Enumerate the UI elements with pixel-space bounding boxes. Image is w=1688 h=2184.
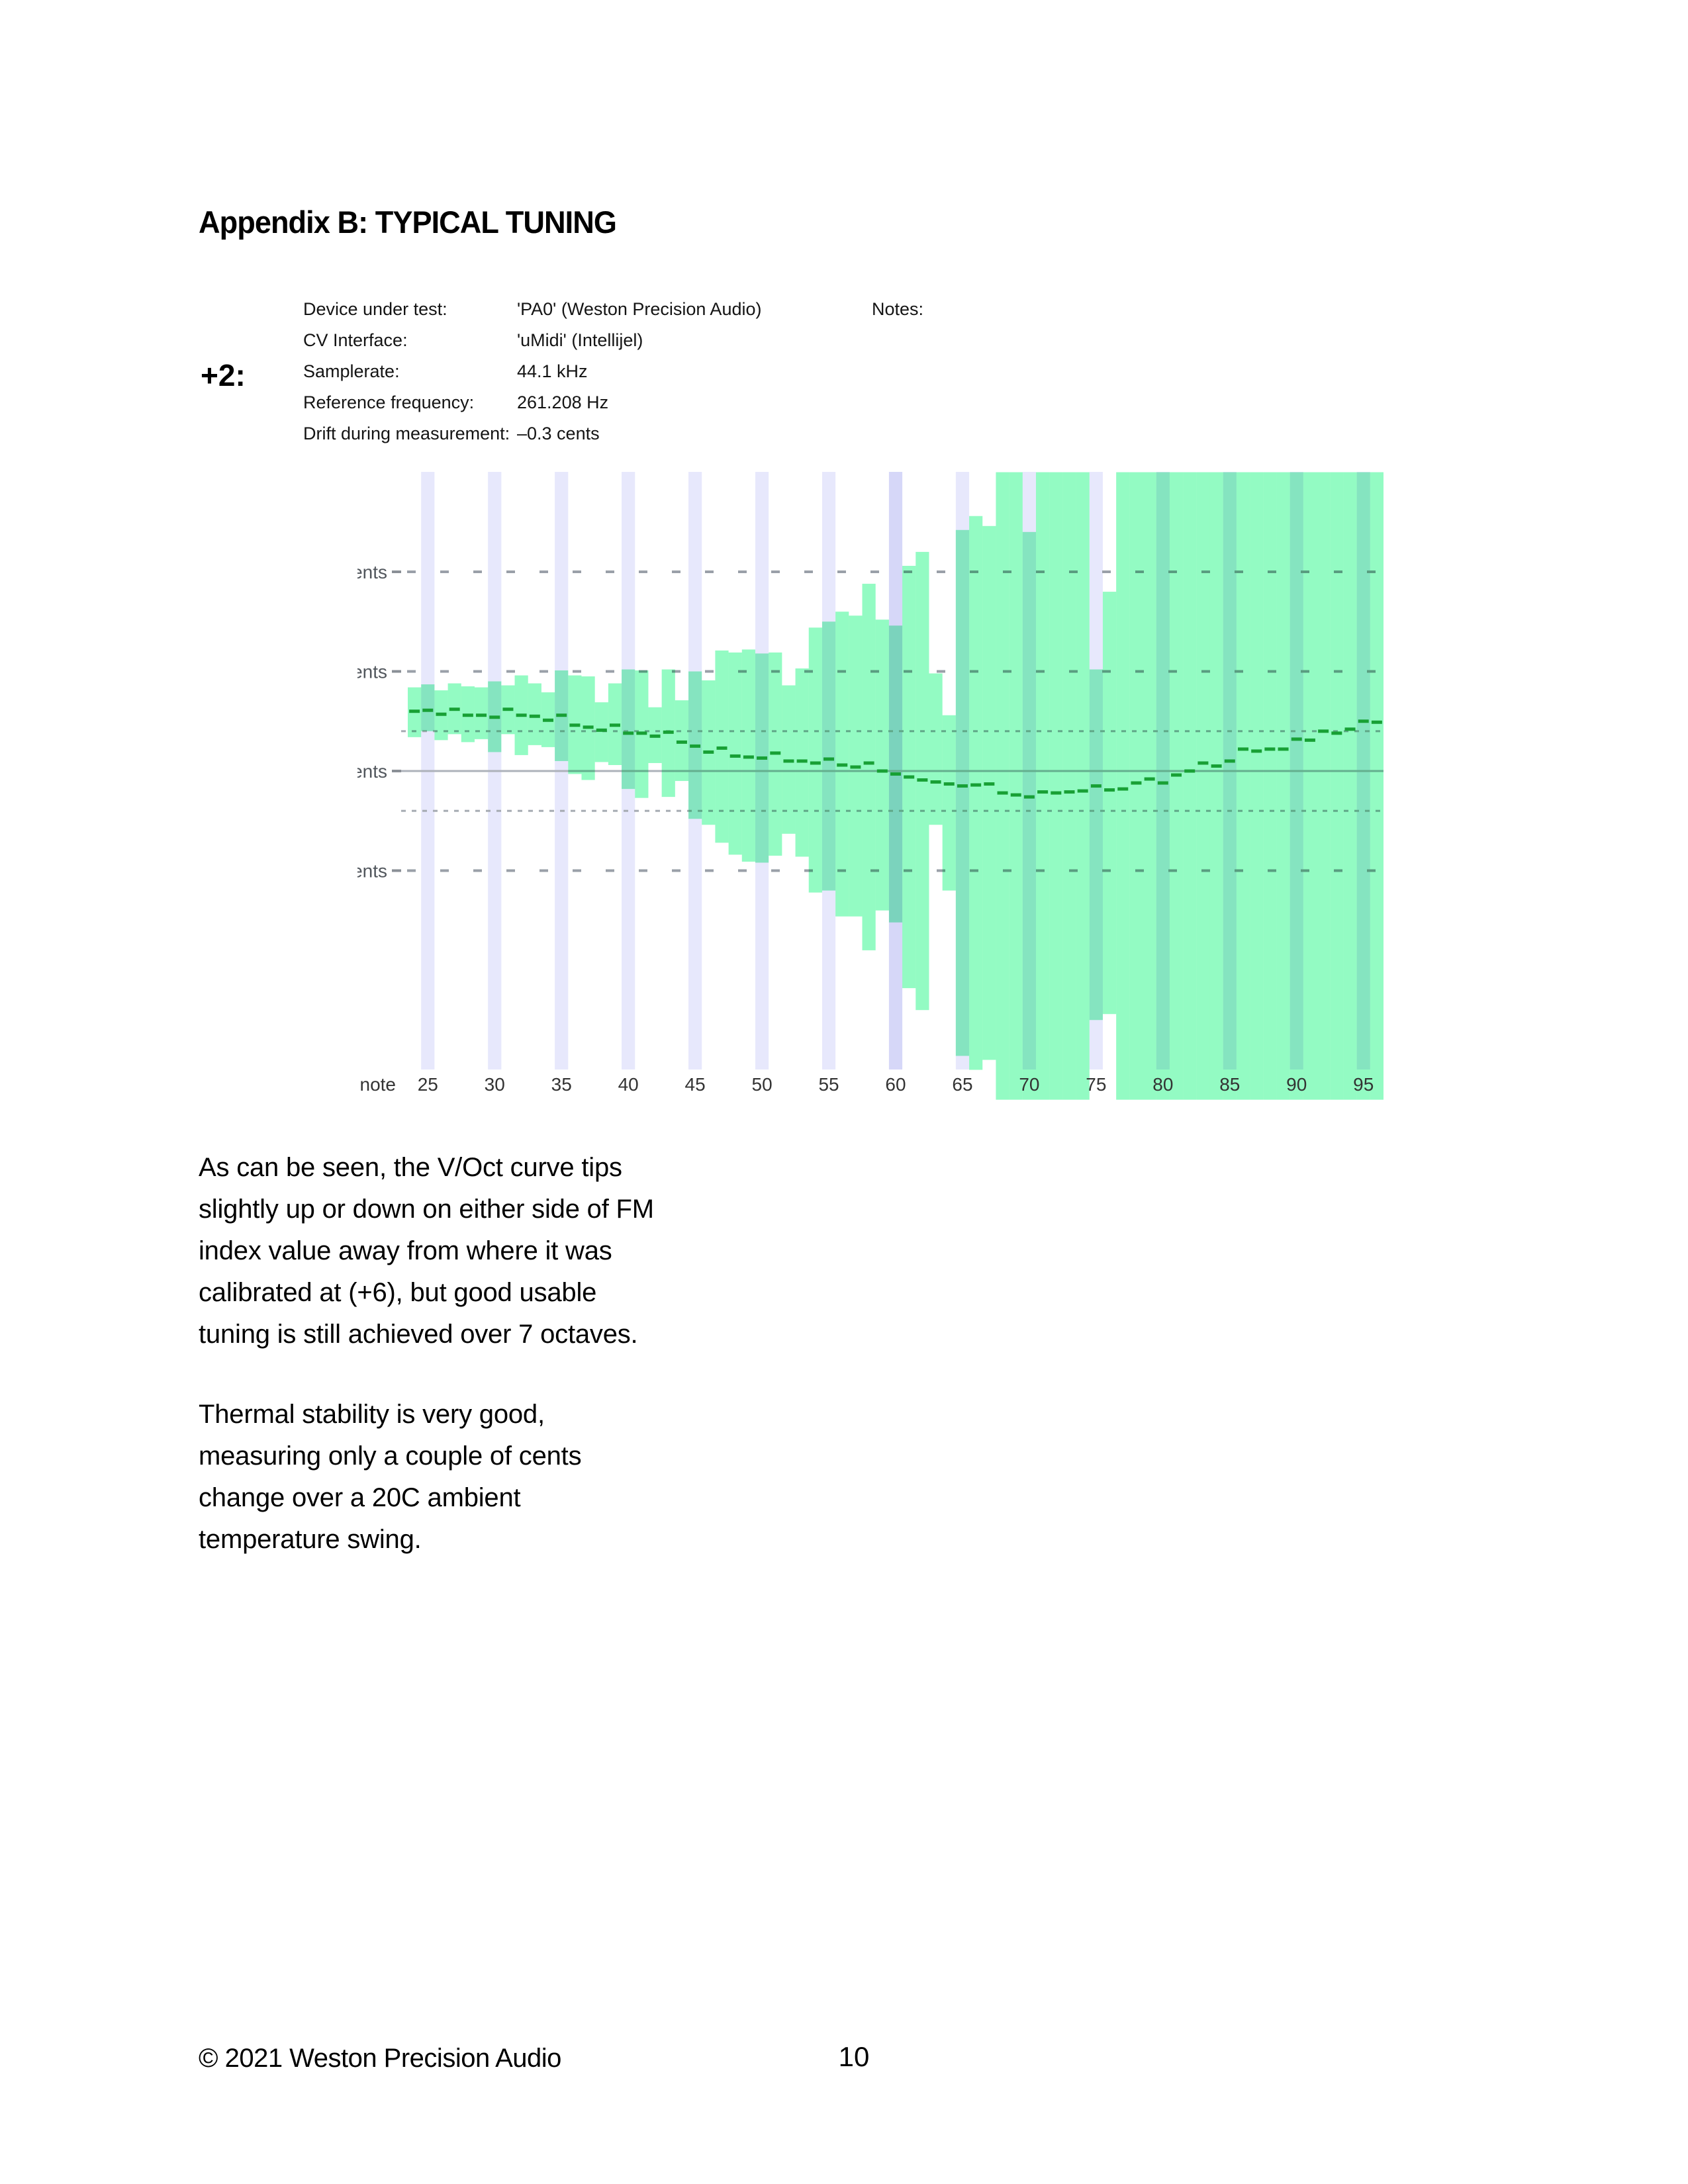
x-axis-tick-label: 90 xyxy=(1286,1074,1307,1095)
x-axis-tick-label: 60 xyxy=(885,1074,906,1095)
figure-label: +2: xyxy=(201,358,246,392)
tuning-chart-svg: 10 cents 5 cents 0 cents –5 cents MIDI note 2… xyxy=(316,472,1383,1100)
y-axis-tick-label: 5 cents xyxy=(357,662,387,682)
y-axis-tick-label: 10 cents xyxy=(357,562,387,582)
meta-row: Samplerate: 44.1 kHz xyxy=(303,356,588,387)
meta-value: 'PA0' (Weston Precision Audio) xyxy=(517,299,762,319)
meta-label: Samplerate: xyxy=(303,361,400,381)
footer-copyright: © 2021 Weston Precision Audio xyxy=(199,2044,561,2073)
meta-label: CV Interface: xyxy=(303,330,408,350)
x-axis-tick-label: 75 xyxy=(1086,1074,1106,1095)
meta-row: CV Interface: 'uMidi' (Intellijel) xyxy=(303,325,643,356)
x-axis-tick-label: 35 xyxy=(551,1074,572,1095)
x-axis-tick-label: 55 xyxy=(818,1074,839,1095)
meta-label: Drift during measurement: xyxy=(303,424,510,443)
meta-value: 261.208 Hz xyxy=(517,392,609,412)
x-axis-tick-label: 80 xyxy=(1152,1074,1173,1095)
page-number: 10 xyxy=(838,2041,870,2072)
x-axis-title: MIDI note xyxy=(357,1074,396,1095)
x-axis-tick-label: 50 xyxy=(752,1074,773,1095)
x-axis-tick-label: 70 xyxy=(1019,1074,1039,1095)
x-axis-tick-label: 95 xyxy=(1353,1074,1374,1095)
notes-label: Notes: xyxy=(872,299,924,319)
body-paragraph: Thermal stability is very good, measurin… xyxy=(199,1400,582,1554)
meta-value: 44.1 kHz xyxy=(517,361,588,381)
meta-row: Device under test: 'PA0' (Weston Precisi… xyxy=(303,294,761,325)
x-axis-tick-label: 25 xyxy=(418,1074,438,1095)
meta-value: 'uMidi' (Intellijel) xyxy=(517,330,643,350)
meta-row: Reference frequency: 261.208 Hz xyxy=(303,387,608,418)
meta-label: Device under test: xyxy=(303,299,447,319)
meta-value: –0.3 cents xyxy=(517,424,600,443)
page-title: Appendix B: TYPICAL TUNING xyxy=(199,205,617,240)
x-axis-tick-label: 30 xyxy=(485,1074,505,1095)
x-axis-tick-label: 65 xyxy=(952,1074,972,1095)
tuning-accuracy-chart: 10 cents 5 cents 0 cents –5 cents MIDI note 2… xyxy=(316,457,1403,1112)
y-axis-tick-label: 0 cents xyxy=(357,761,387,782)
x-axis-tick-label: 85 xyxy=(1219,1074,1240,1095)
x-axis-tick-label: 40 xyxy=(618,1074,639,1095)
meta-row: Drift during measurement: –0.3 cents xyxy=(303,418,600,449)
y-axis-tick-label: –5 cents xyxy=(357,861,387,882)
body-paragraph: As can be seen, the V/Oct curve tips sli… xyxy=(199,1153,654,1349)
x-axis-tick-label: 45 xyxy=(685,1074,706,1095)
meta-label: Reference frequency: xyxy=(303,392,475,412)
